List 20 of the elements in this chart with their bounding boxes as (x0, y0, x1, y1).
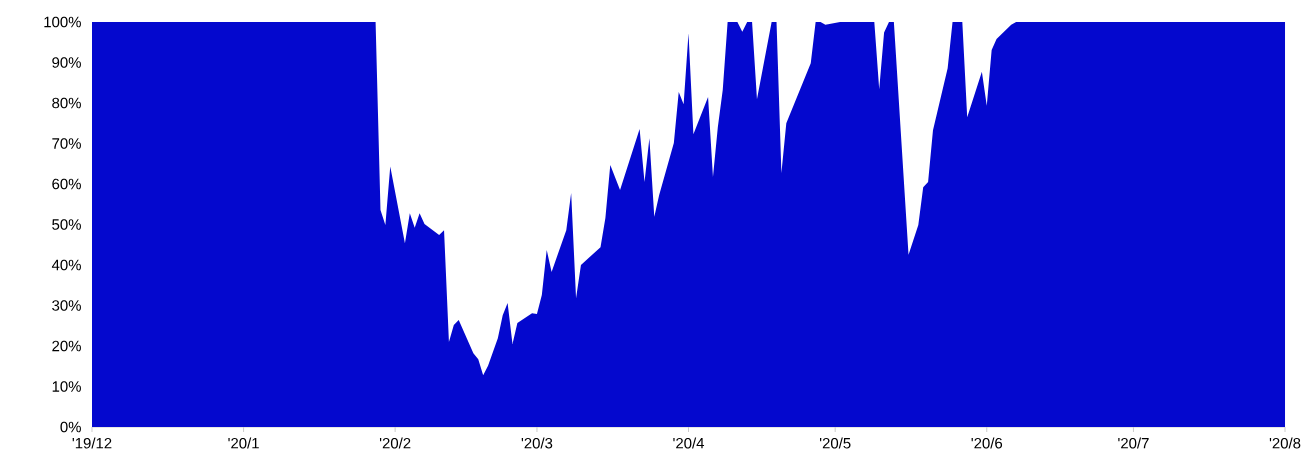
x-tick-label: '19/12 (72, 437, 112, 449)
y-tick-label: 60% (52, 178, 81, 190)
y-tick-label: 40% (51, 259, 81, 271)
x-tick-label: '20/1 (228, 437, 259, 449)
y-tick-label: 70% (52, 138, 81, 149)
y-tick-label: 90% (52, 57, 81, 68)
y-tick-label: 100% (44, 16, 81, 28)
x-tick-label: '20/2 (379, 437, 411, 449)
y-tick-label: 0% (60, 421, 81, 433)
y-tick-label: 30% (52, 300, 81, 311)
x-tick-label: '20/4 (673, 437, 705, 449)
y-tick-label: 20% (52, 340, 81, 352)
y-tick-label: 50% (52, 219, 81, 230)
x-tick-label: '20/5 (819, 437, 851, 449)
x-tick-label: '20/8 (1269, 437, 1301, 449)
x-tick-label: '20/3 (521, 437, 553, 449)
y-tick-label: 10% (52, 381, 81, 392)
y-tick-label: 80% (52, 97, 81, 109)
x-tick-label: '20/6 (971, 437, 1003, 449)
x-tick-label: '20/7 (1118, 437, 1149, 449)
